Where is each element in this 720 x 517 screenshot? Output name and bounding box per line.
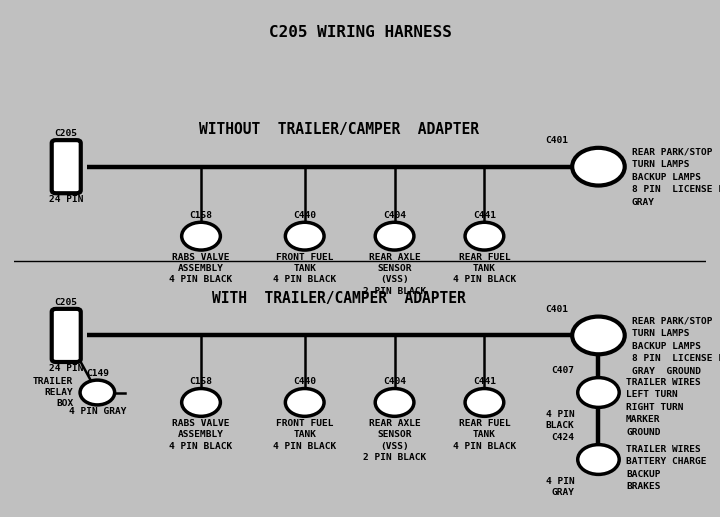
Text: C205 WIRING HARNESS: C205 WIRING HARNESS [269,25,451,40]
Text: REAR AXLE
SENSOR
(VSS)
2 PIN BLACK: REAR AXLE SENSOR (VSS) 2 PIN BLACK [363,419,426,462]
Text: 4 PIN GRAY: 4 PIN GRAY [68,407,126,416]
Circle shape [375,389,414,416]
Circle shape [465,222,504,250]
Circle shape [375,222,414,250]
Text: TRAILER WIRES
BATTERY CHARGE
BACKUP
BRAKES: TRAILER WIRES BATTERY CHARGE BACKUP BRAK… [626,445,706,491]
FancyBboxPatch shape [52,140,81,193]
Circle shape [572,148,625,186]
Circle shape [181,389,220,416]
Text: C441: C441 [473,211,496,220]
Text: C205: C205 [55,298,78,307]
Circle shape [465,389,504,416]
Text: C424: C424 [552,433,575,442]
Circle shape [572,316,625,354]
Text: C440: C440 [293,211,316,220]
Text: REAR FUEL
TANK
4 PIN BLACK: REAR FUEL TANK 4 PIN BLACK [453,419,516,451]
Text: C404: C404 [383,211,406,220]
Circle shape [577,445,619,475]
Text: WITH  TRAILER/CAMPER  ADAPTER: WITH TRAILER/CAMPER ADAPTER [212,291,466,306]
FancyBboxPatch shape [52,309,81,362]
Text: REAR FUEL
TANK
4 PIN BLACK: REAR FUEL TANK 4 PIN BLACK [453,252,516,284]
Text: C158: C158 [189,211,212,220]
Circle shape [285,222,324,250]
Circle shape [80,380,114,405]
Text: TRAILER
RELAY
BOX: TRAILER RELAY BOX [33,376,73,408]
Circle shape [577,377,619,407]
Text: FRONT FUEL
TANK
4 PIN BLACK: FRONT FUEL TANK 4 PIN BLACK [273,252,336,284]
Text: 24 PIN: 24 PIN [49,364,84,373]
Text: C401: C401 [546,305,569,314]
Text: C158: C158 [189,377,212,386]
Circle shape [285,389,324,416]
Text: 24 PIN: 24 PIN [49,195,84,204]
Text: C407: C407 [552,366,575,375]
Text: REAR AXLE
SENSOR
(VSS)
2 PIN BLACK: REAR AXLE SENSOR (VSS) 2 PIN BLACK [363,252,426,296]
Text: RABS VALVE
ASSEMBLY
4 PIN BLACK: RABS VALVE ASSEMBLY 4 PIN BLACK [169,252,233,284]
Text: C205: C205 [55,129,78,138]
Text: 4 PIN
GRAY: 4 PIN GRAY [546,477,575,497]
Text: REAR PARK/STOP
TURN LAMPS
BACKUP LAMPS
8 PIN  LICENSE LAMPS
GRAY  GROUND: REAR PARK/STOP TURN LAMPS BACKUP LAMPS 8… [631,316,720,375]
Text: C401: C401 [546,136,569,145]
Text: REAR PARK/STOP
TURN LAMPS
BACKUP LAMPS
8 PIN  LICENSE LAMPS
GRAY: REAR PARK/STOP TURN LAMPS BACKUP LAMPS 8… [631,148,720,207]
Text: WITHOUT  TRAILER/CAMPER  ADAPTER: WITHOUT TRAILER/CAMPER ADAPTER [199,122,480,137]
Text: 4 PIN
BLACK: 4 PIN BLACK [546,410,575,430]
Circle shape [181,222,220,250]
Text: C440: C440 [293,377,316,386]
Text: C441: C441 [473,377,496,386]
Text: C149: C149 [86,369,109,377]
Text: RABS VALVE
ASSEMBLY
4 PIN BLACK: RABS VALVE ASSEMBLY 4 PIN BLACK [169,419,233,451]
Text: TRAILER WIRES
LEFT TURN
RIGHT TURN
MARKER
GROUND: TRAILER WIRES LEFT TURN RIGHT TURN MARKE… [626,377,701,437]
Text: FRONT FUEL
TANK
4 PIN BLACK: FRONT FUEL TANK 4 PIN BLACK [273,419,336,451]
Text: C404: C404 [383,377,406,386]
